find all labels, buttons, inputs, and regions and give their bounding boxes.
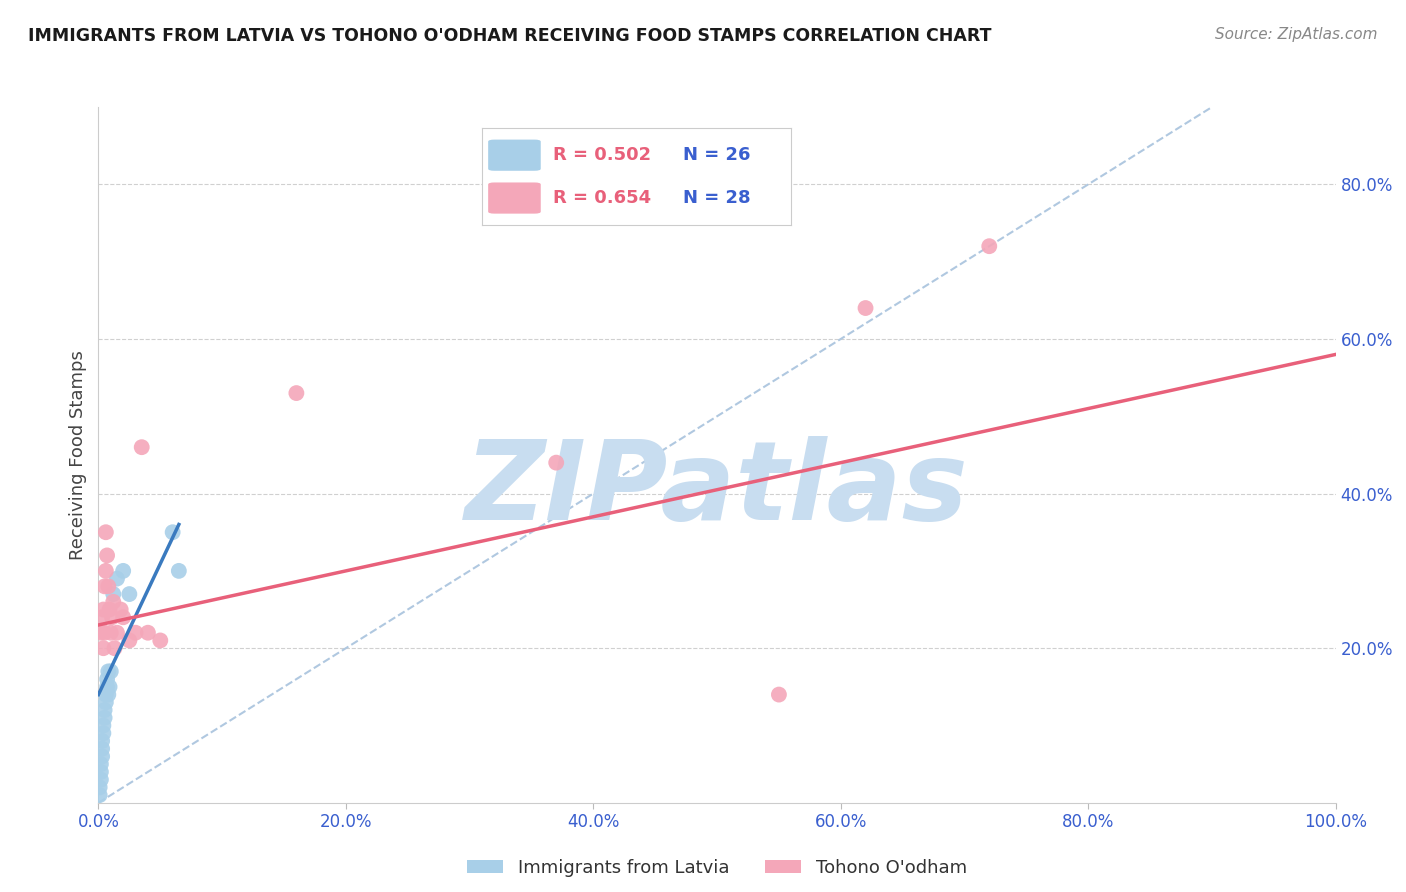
Point [97,579,120,593]
Point [136,625,159,640]
FancyBboxPatch shape [488,183,541,213]
Point [103,587,125,601]
Text: ZIPatlas: ZIPatlas [465,436,969,543]
Point [131,440,153,454]
Point [101,610,124,624]
Point [100,665,122,679]
Point [89,780,111,795]
Point [546,456,568,470]
Point [97,688,120,702]
Point [149,633,172,648]
Point [162,525,184,540]
Text: Source: ZipAtlas.com: Source: ZipAtlas.com [1215,27,1378,42]
Point [979,239,1001,253]
Point [93,641,115,656]
Point [91,610,114,624]
Text: R = 0.654: R = 0.654 [553,189,651,207]
Point [89,788,111,802]
Point [103,641,125,656]
Point [118,633,141,648]
Point [90,764,112,779]
Point [96,672,118,686]
Point [90,772,112,787]
Point [112,610,135,624]
Legend: Immigrants from Latvia, Tohono O'odham: Immigrants from Latvia, Tohono O'odham [460,852,974,884]
Point [90,757,112,772]
Point [98,680,121,694]
Point [96,680,118,694]
Point [105,572,128,586]
Point [855,301,877,315]
Point [94,695,117,709]
Text: N = 28: N = 28 [683,189,751,207]
Y-axis label: Receiving Food Stamps: Receiving Food Stamps [69,350,87,560]
Point [94,564,117,578]
Text: N = 26: N = 26 [683,146,751,164]
Point [112,564,135,578]
Point [285,386,308,401]
Point [93,625,115,640]
Point [105,625,128,640]
Point [98,602,121,616]
Point [96,549,118,563]
Point [768,688,790,702]
Point [91,749,114,764]
Point [124,625,146,640]
Point [90,625,112,640]
Point [93,703,115,717]
Text: IMMIGRANTS FROM LATVIA VS TOHONO O'ODHAM RECEIVING FOOD STAMPS CORRELATION CHART: IMMIGRANTS FROM LATVIA VS TOHONO O'ODHAM… [28,27,991,45]
Point [103,595,125,609]
Point [93,711,115,725]
Point [91,734,114,748]
Point [97,665,120,679]
Point [110,602,132,616]
Text: R = 0.502: R = 0.502 [553,146,651,164]
Point [94,525,117,540]
Point [91,741,114,756]
Point [93,602,115,616]
Point [93,726,115,740]
Point [100,625,122,640]
FancyBboxPatch shape [488,140,541,170]
Point [167,564,190,578]
Point [94,688,117,702]
Point [118,587,141,601]
Point [93,718,115,732]
Point [93,579,115,593]
